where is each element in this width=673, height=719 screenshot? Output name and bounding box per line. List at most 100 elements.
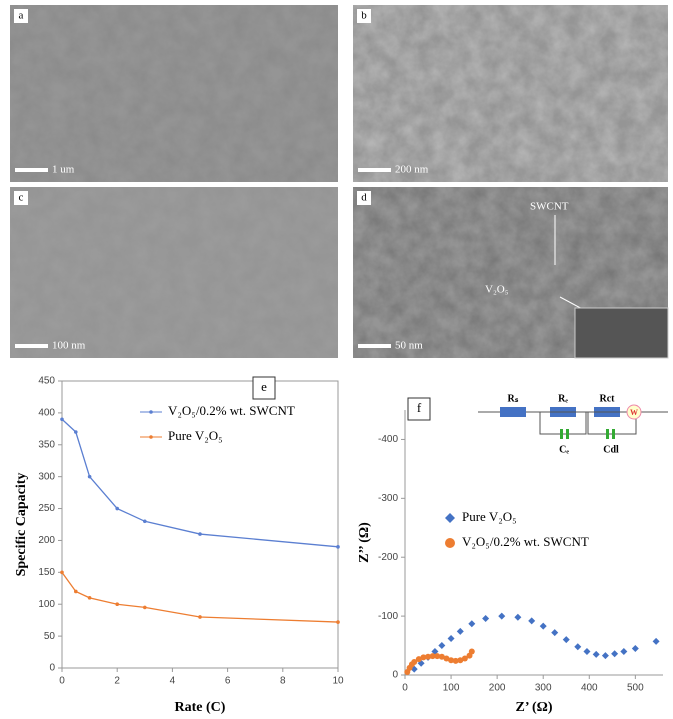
data-point (551, 629, 558, 636)
x-tick-label: 500 (627, 683, 644, 694)
panel-label: f (417, 400, 422, 415)
data-point (574, 643, 581, 650)
circuit-label: Rₛ (508, 393, 519, 404)
scale-bar-label: 100 nm (52, 340, 86, 352)
data-point (469, 648, 475, 654)
micrograph: c 100 nm (10, 187, 338, 358)
circuit-label: Rct (600, 393, 616, 404)
plot-area (62, 381, 338, 668)
data-point (336, 545, 340, 549)
legend-swatch (445, 538, 455, 548)
scale-bar-label: 200 nm (395, 164, 429, 176)
legend-label: Pure V₂O₅ (462, 509, 517, 524)
y-axis-label: Specific Capacity (14, 473, 29, 577)
inset (575, 308, 668, 358)
x-tick-label: 4 (170, 676, 176, 687)
data-point (514, 614, 521, 621)
y-tick-label: 400 (38, 408, 55, 419)
data-point (198, 532, 202, 536)
data-point (563, 636, 570, 643)
data-point (143, 606, 147, 610)
data-point (88, 596, 92, 600)
data-point (74, 590, 78, 594)
series-line (62, 572, 338, 622)
x-tick-label: 10 (332, 676, 344, 687)
annotation: V₂O₅ (485, 284, 509, 296)
circuit-diagram (478, 405, 668, 439)
circuit-label: Cdl (603, 444, 619, 455)
annotation: SWCNT (530, 201, 569, 213)
image-texture (10, 5, 338, 182)
data-point (457, 628, 464, 635)
y-tick-label: 50 (44, 631, 56, 642)
scale-bar-label: 1 um (52, 164, 75, 176)
micrograph: b 200 nm (353, 5, 668, 182)
y-tick-label: -400 (378, 434, 398, 445)
x-axis-label: Z’ (Ω) (516, 700, 553, 715)
circuit-label: Cₑ (559, 444, 569, 455)
legend-swatch (445, 513, 455, 523)
data-point (74, 430, 78, 434)
x-tick-label: 300 (535, 683, 552, 694)
circuit-label: Rₑ (558, 393, 568, 404)
data-point (143, 520, 147, 524)
y-tick-label: 200 (38, 535, 55, 546)
panel-label: a (19, 10, 24, 22)
legend-swatch (149, 410, 153, 414)
x-axis-label: Rate (C) (175, 700, 226, 715)
data-point (593, 651, 600, 658)
x-tick-label: 100 (443, 683, 460, 694)
x-tick-label: 200 (489, 683, 506, 694)
x-tick-label: 6 (225, 676, 231, 687)
data-point (602, 652, 609, 659)
data-point (632, 645, 639, 652)
y-tick-label: -200 (378, 552, 398, 563)
y-tick-label: 300 (38, 471, 55, 482)
x-tick-label: 0 (59, 676, 65, 687)
data-point (115, 602, 119, 606)
y-tick-label: 0 (49, 663, 55, 674)
panel-label: e (261, 379, 267, 394)
legend-label: V₂O₅/0.2% wt. SWCNT (168, 403, 295, 418)
data-point (583, 648, 590, 655)
data-point (438, 642, 445, 649)
data-point (540, 623, 547, 630)
data-point (88, 475, 92, 479)
data-point (611, 650, 618, 657)
image-texture (353, 5, 668, 182)
circuit-label: W (630, 408, 638, 417)
y-tick-label: 100 (38, 599, 55, 610)
y-tick-label: 450 (38, 376, 55, 387)
legend-label: V₂O₅/0.2% wt. SWCNT (462, 534, 589, 549)
data-point (528, 617, 535, 624)
scale-bar-label: 50 nm (395, 340, 423, 352)
micrograph: a 1 um (10, 5, 338, 182)
data-point (336, 620, 340, 624)
data-point (115, 507, 119, 511)
x-tick-label: 400 (581, 683, 598, 694)
panel-label: c (19, 192, 24, 204)
panel-label: b (361, 10, 367, 22)
legend-swatch (149, 435, 153, 439)
y-tick-label: 250 (38, 503, 55, 514)
y-tick-label: 150 (38, 567, 55, 578)
data-point (498, 613, 505, 620)
figure: a1 umb200 nmc100 nmd50 nmSWCNTV₂O₅050100… (0, 0, 673, 719)
x-tick-label: 8 (280, 676, 286, 687)
data-point (60, 571, 64, 575)
data-point (198, 615, 202, 619)
y-tick-label: 0 (392, 670, 398, 681)
image-texture (10, 187, 338, 358)
y-tick-label: -100 (378, 611, 398, 622)
x-tick-label: 0 (402, 683, 408, 694)
y-tick-label: -300 (378, 493, 398, 504)
data-point (482, 615, 489, 622)
data-point (60, 417, 64, 421)
x-tick-label: 2 (114, 676, 120, 687)
panel-label: d (361, 192, 367, 204)
data-point (653, 638, 660, 645)
data-point (620, 648, 627, 655)
data-point (468, 620, 475, 627)
